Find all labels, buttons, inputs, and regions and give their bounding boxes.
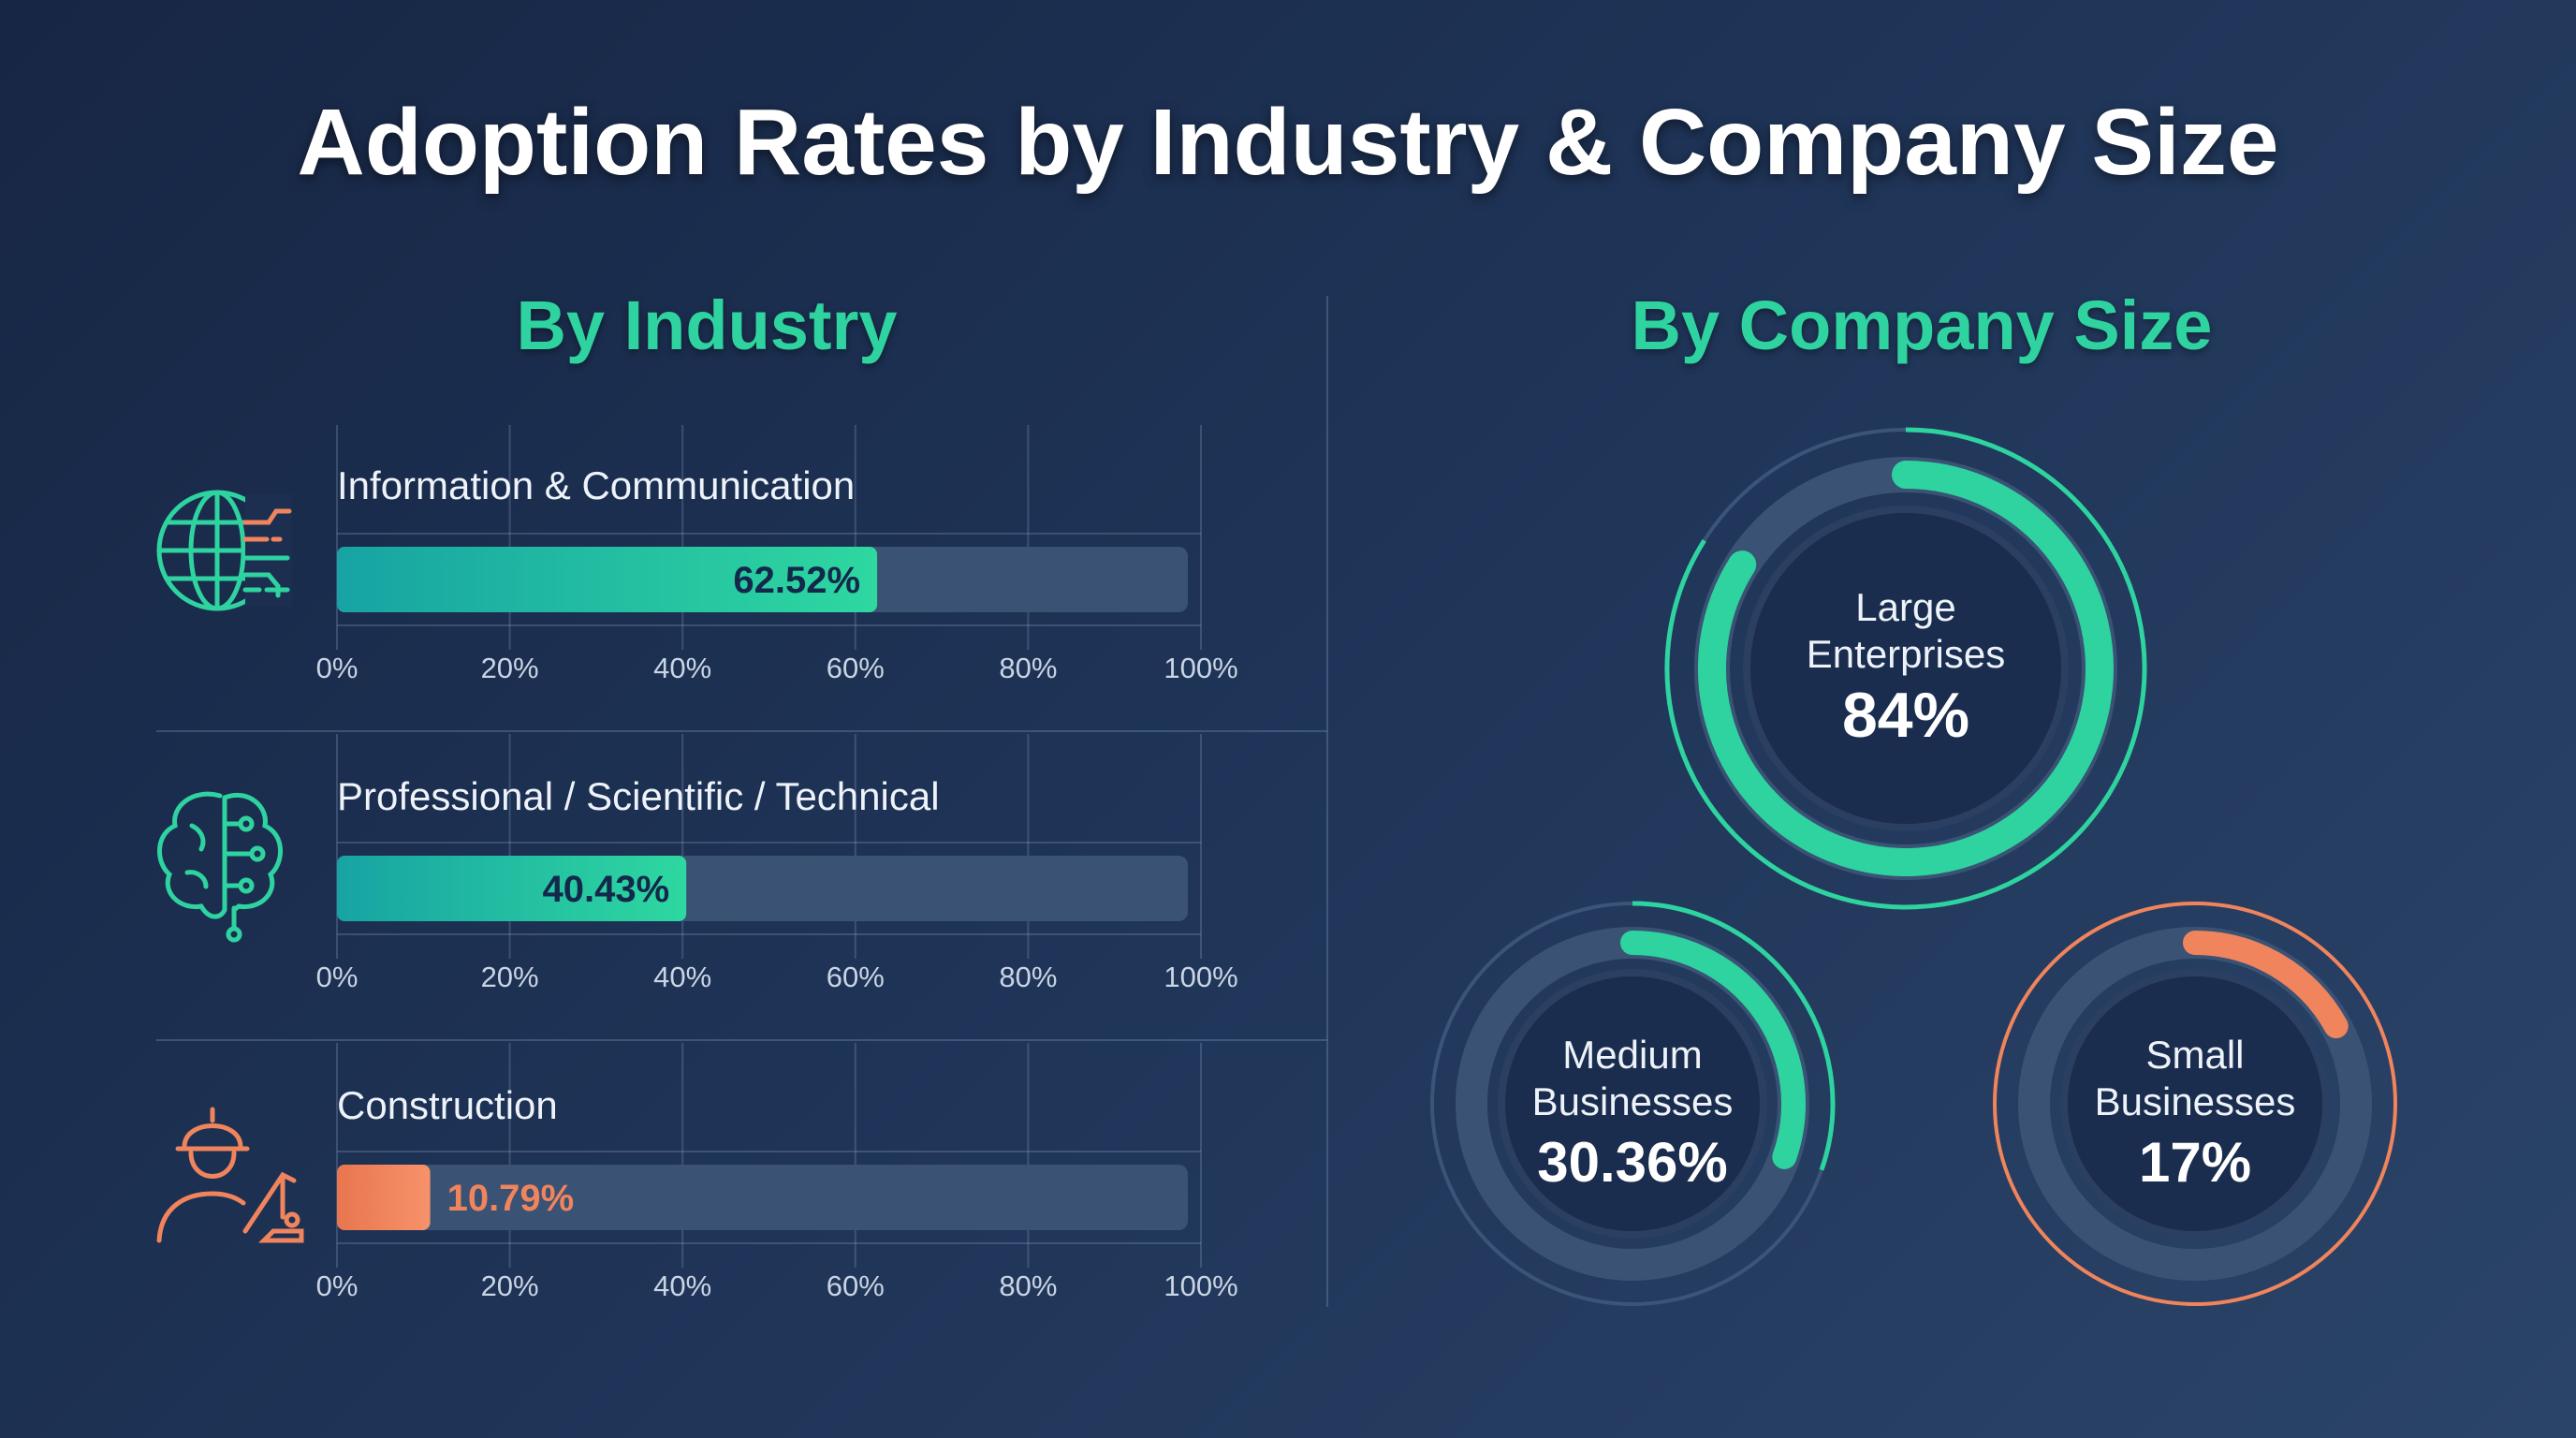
bar-value-label: 10.79% <box>447 1178 575 1219</box>
x-tick-label: 60% <box>826 961 885 993</box>
donut-center-disc <box>2060 969 2330 1239</box>
category-label: Professional / Scientific / Technical <box>337 774 940 818</box>
x-tick-label: 100% <box>1164 961 1238 993</box>
donut-label: Businesses <box>1531 1079 1734 1123</box>
globe-circuit-icon <box>156 490 292 611</box>
donut-value: 17% <box>2138 1131 2252 1194</box>
x-tick-label: 40% <box>653 652 712 684</box>
x-tick-label: 0% <box>315 652 359 684</box>
donut-small-text: Small Businesses 17% <box>2008 1032 2382 1200</box>
x-tick-label: 100% <box>1164 1269 1238 1302</box>
donut-center-disc <box>1498 969 1767 1239</box>
donut-outer-arc <box>1632 901 1836 1171</box>
bar-value-label: 62.52% <box>733 560 860 601</box>
row-divider <box>156 1039 1327 1041</box>
x-tick-label: 40% <box>653 1269 712 1302</box>
x-tick-label: 80% <box>999 652 1058 684</box>
donut-value: 84% <box>1841 680 1970 751</box>
donut-arc <box>2183 931 2349 1039</box>
category-label: Construction <box>337 1083 558 1127</box>
x-tick-label: 0% <box>315 961 359 993</box>
company-size-section-title: By Company Size <box>1631 286 2213 364</box>
bar-value-label: 40.43% <box>542 869 669 910</box>
page-title: Adoption Rates by Industry & Company Siz… <box>297 90 2279 195</box>
donut-large-text: Large Enterprises 84% <box>1719 584 2093 753</box>
donut-outer-arc <box>1664 427 2147 910</box>
x-tick-label: 20% <box>480 961 539 993</box>
x-tick-label: 60% <box>826 652 885 684</box>
x-tick-label: 60% <box>826 1269 885 1302</box>
donut-label: Businesses <box>2094 1079 2296 1123</box>
bar <box>337 1165 431 1230</box>
x-tick-label: 80% <box>999 1269 1058 1302</box>
x-tick-label: 80% <box>999 961 1058 993</box>
donut-label: Small <box>2145 1033 2245 1077</box>
x-tick-label: 40% <box>653 961 712 993</box>
donut-value: 30.36% <box>1537 1131 1728 1194</box>
donut-center-disc <box>1743 506 2069 831</box>
brain-circuit-icon <box>157 791 283 943</box>
construction-worker-icon <box>156 1107 304 1243</box>
donut-medium-text: Medium Businesses 30.36% <box>1445 1032 1820 1200</box>
donut-label: Enterprises <box>1806 632 2006 676</box>
donut-outer-ring <box>1993 902 2397 1306</box>
category-label: Information & Communication <box>337 463 856 507</box>
bar <box>337 856 687 921</box>
bar-track <box>337 1165 1188 1230</box>
donut-arc <box>1698 461 2114 876</box>
donut-arc <box>1620 931 1806 1169</box>
industry-section-title: By Industry <box>516 286 898 364</box>
bar <box>337 547 878 612</box>
x-tick-label: 100% <box>1164 652 1238 684</box>
x-tick-label: 20% <box>480 652 539 684</box>
donut-label: Large <box>1855 585 1956 629</box>
x-tick-label: 0% <box>315 1269 359 1302</box>
x-tick-label: 20% <box>480 1269 539 1302</box>
section-divider <box>1326 296 1328 1307</box>
donut-label: Medium <box>1562 1033 1703 1077</box>
row-divider <box>156 730 1327 732</box>
